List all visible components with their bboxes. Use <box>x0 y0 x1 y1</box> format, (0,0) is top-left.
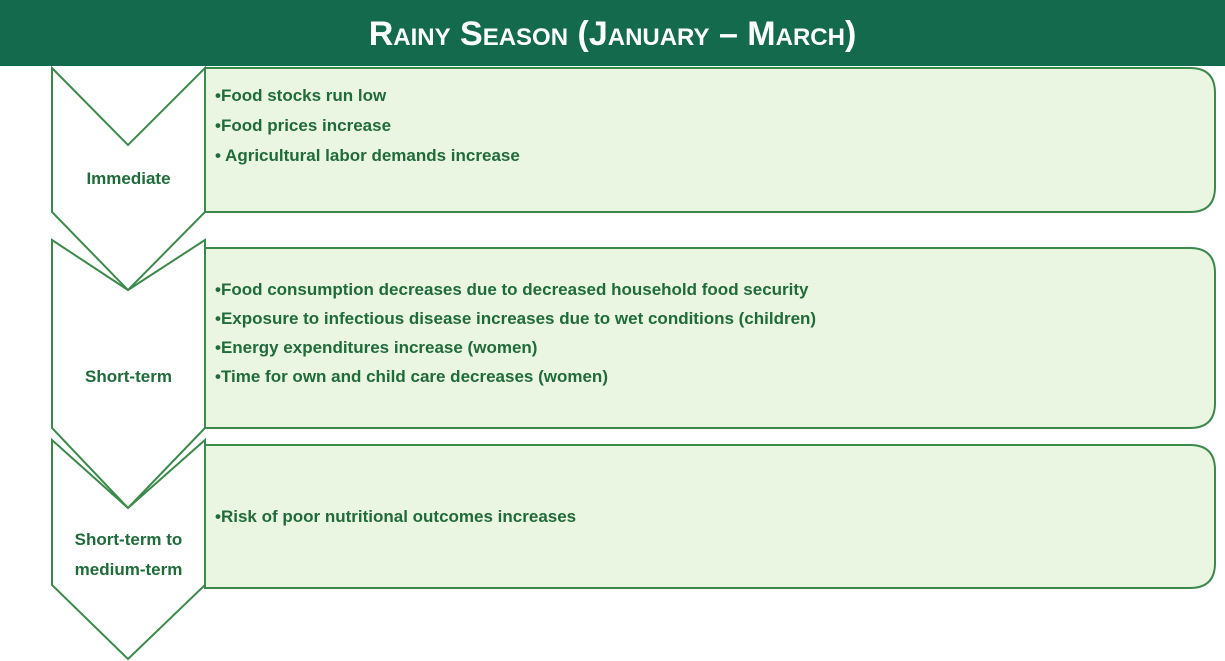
stage-item: •Energy expenditures increase (women) <box>215 338 538 357</box>
stage-item: •Risk of poor nutritional outcomes incre… <box>215 507 577 526</box>
header-bar <box>0 0 1225 66</box>
stage-item: •Exposure to infectious disease increase… <box>215 309 817 328</box>
stage-label: Immediate <box>86 169 171 188</box>
stage-item: •Food prices increase <box>215 116 392 135</box>
box <box>204 67 1216 213</box>
box <box>204 444 1216 589</box>
stage-item: •Time for own and child care decreases (… <box>215 367 608 386</box>
stage-item: •Food stocks run low <box>215 86 387 105</box>
stage-item: •Food consumption decreases due to decre… <box>215 280 809 299</box>
box <box>204 247 1216 429</box>
stage-label: Short-term to medium-term <box>74 530 183 579</box>
stage-label: Short-term <box>85 367 172 386</box>
title: Rainy Season (January – March) <box>368 15 857 53</box>
stage-item: • Agricultural labor demands increase <box>215 146 520 165</box>
